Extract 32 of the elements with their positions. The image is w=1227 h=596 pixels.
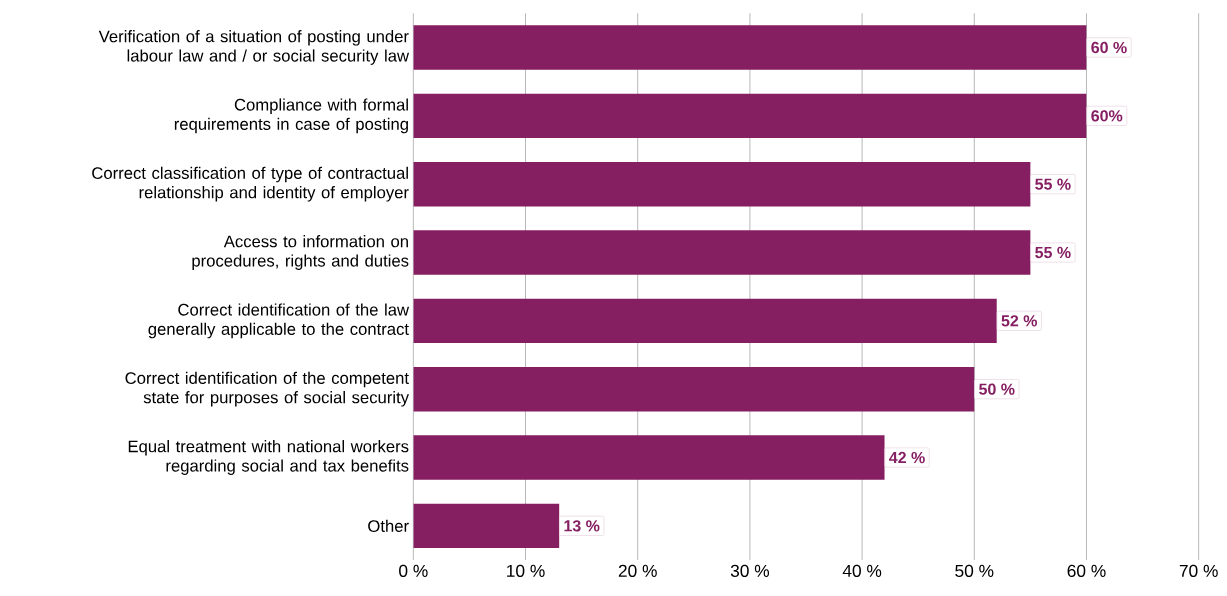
y-tick-label: Verification of a situation of posting under labour law and / or social security law bbox=[98, 30, 410, 65]
bar bbox=[413, 435, 885, 480]
x-tick-label: 10 % bbox=[507, 564, 545, 577]
data-label: 42 % bbox=[889, 451, 925, 464]
x-tick-label: 60 % bbox=[1067, 564, 1106, 577]
data-label: 60 % bbox=[1091, 41, 1127, 54]
x-tick-label: 50 % bbox=[955, 564, 994, 577]
data-label: 55 % bbox=[1035, 246, 1071, 259]
x-tick-label: 0 % bbox=[399, 564, 428, 577]
x-tick-label: 40 % bbox=[842, 564, 882, 577]
x-tick-label: 20 % bbox=[618, 564, 657, 577]
y-tick-label: Access to information on procedures, rights and duties bbox=[192, 235, 409, 270]
x-tick-label: 70 % bbox=[1179, 564, 1218, 577]
bar bbox=[413, 230, 1031, 275]
y-tick-label: Other bbox=[368, 519, 409, 532]
bar bbox=[413, 503, 560, 549]
bar bbox=[413, 93, 1087, 139]
data-label: 60% bbox=[1091, 110, 1123, 122]
y-tick-label: Compliance with formal requirements in case of posting bbox=[174, 98, 408, 134]
y-tick-label: Correct identification of the law generally applicable to the contract bbox=[148, 303, 410, 339]
data-label: 13 % bbox=[564, 520, 600, 532]
data-label: 50 % bbox=[979, 383, 1015, 395]
bar bbox=[413, 366, 975, 412]
bar bbox=[413, 161, 1031, 207]
y-tick-label: Correct identification of the competent state for purposes of social security bbox=[125, 371, 409, 407]
data-label: 55 % bbox=[1035, 178, 1071, 190]
y-tick-label: Equal treatment with national workers regarding social and tax benefits bbox=[128, 440, 409, 475]
bar bbox=[413, 298, 997, 344]
data-label: 52 % bbox=[1001, 315, 1038, 327]
x-tick-label: 30 % bbox=[730, 564, 770, 577]
y-tick-label: Correct classification of type of contractual relationship and identity of employer bbox=[92, 166, 409, 202]
bar bbox=[413, 25, 1087, 70]
